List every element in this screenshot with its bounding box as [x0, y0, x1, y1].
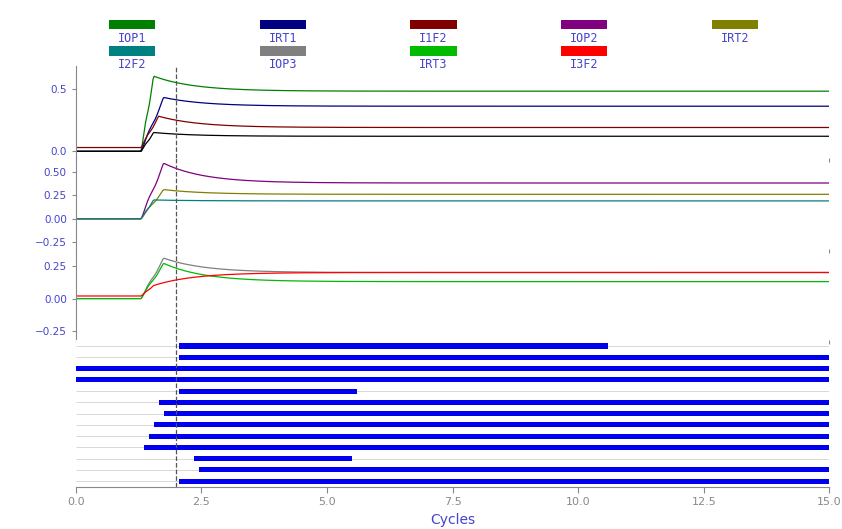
Bar — [194, 456, 352, 461]
Bar — [158, 400, 829, 405]
Text: IOP1: IOP1 — [118, 32, 147, 45]
Bar — [179, 355, 829, 360]
Text: IRT3: IRT3 — [419, 58, 448, 71]
Text: I2F2: I2F2 — [118, 58, 147, 71]
Bar — [163, 411, 829, 416]
Bar — [199, 467, 829, 472]
Bar — [153, 422, 829, 427]
Bar — [179, 388, 357, 394]
Bar — [179, 479, 829, 484]
Bar — [76, 366, 829, 371]
Bar — [149, 433, 829, 439]
Text: I3F2: I3F2 — [570, 58, 599, 71]
Bar — [76, 377, 829, 382]
Bar — [179, 343, 608, 349]
X-axis label: Cycles: Cycles — [430, 513, 475, 527]
Text: I1F2: I1F2 — [419, 32, 448, 45]
Text: IOP3: IOP3 — [269, 58, 297, 71]
Text: IRT2: IRT2 — [721, 32, 749, 45]
Text: IRT1: IRT1 — [269, 32, 297, 45]
Bar — [144, 445, 829, 450]
Text: IOP2: IOP2 — [570, 32, 599, 45]
